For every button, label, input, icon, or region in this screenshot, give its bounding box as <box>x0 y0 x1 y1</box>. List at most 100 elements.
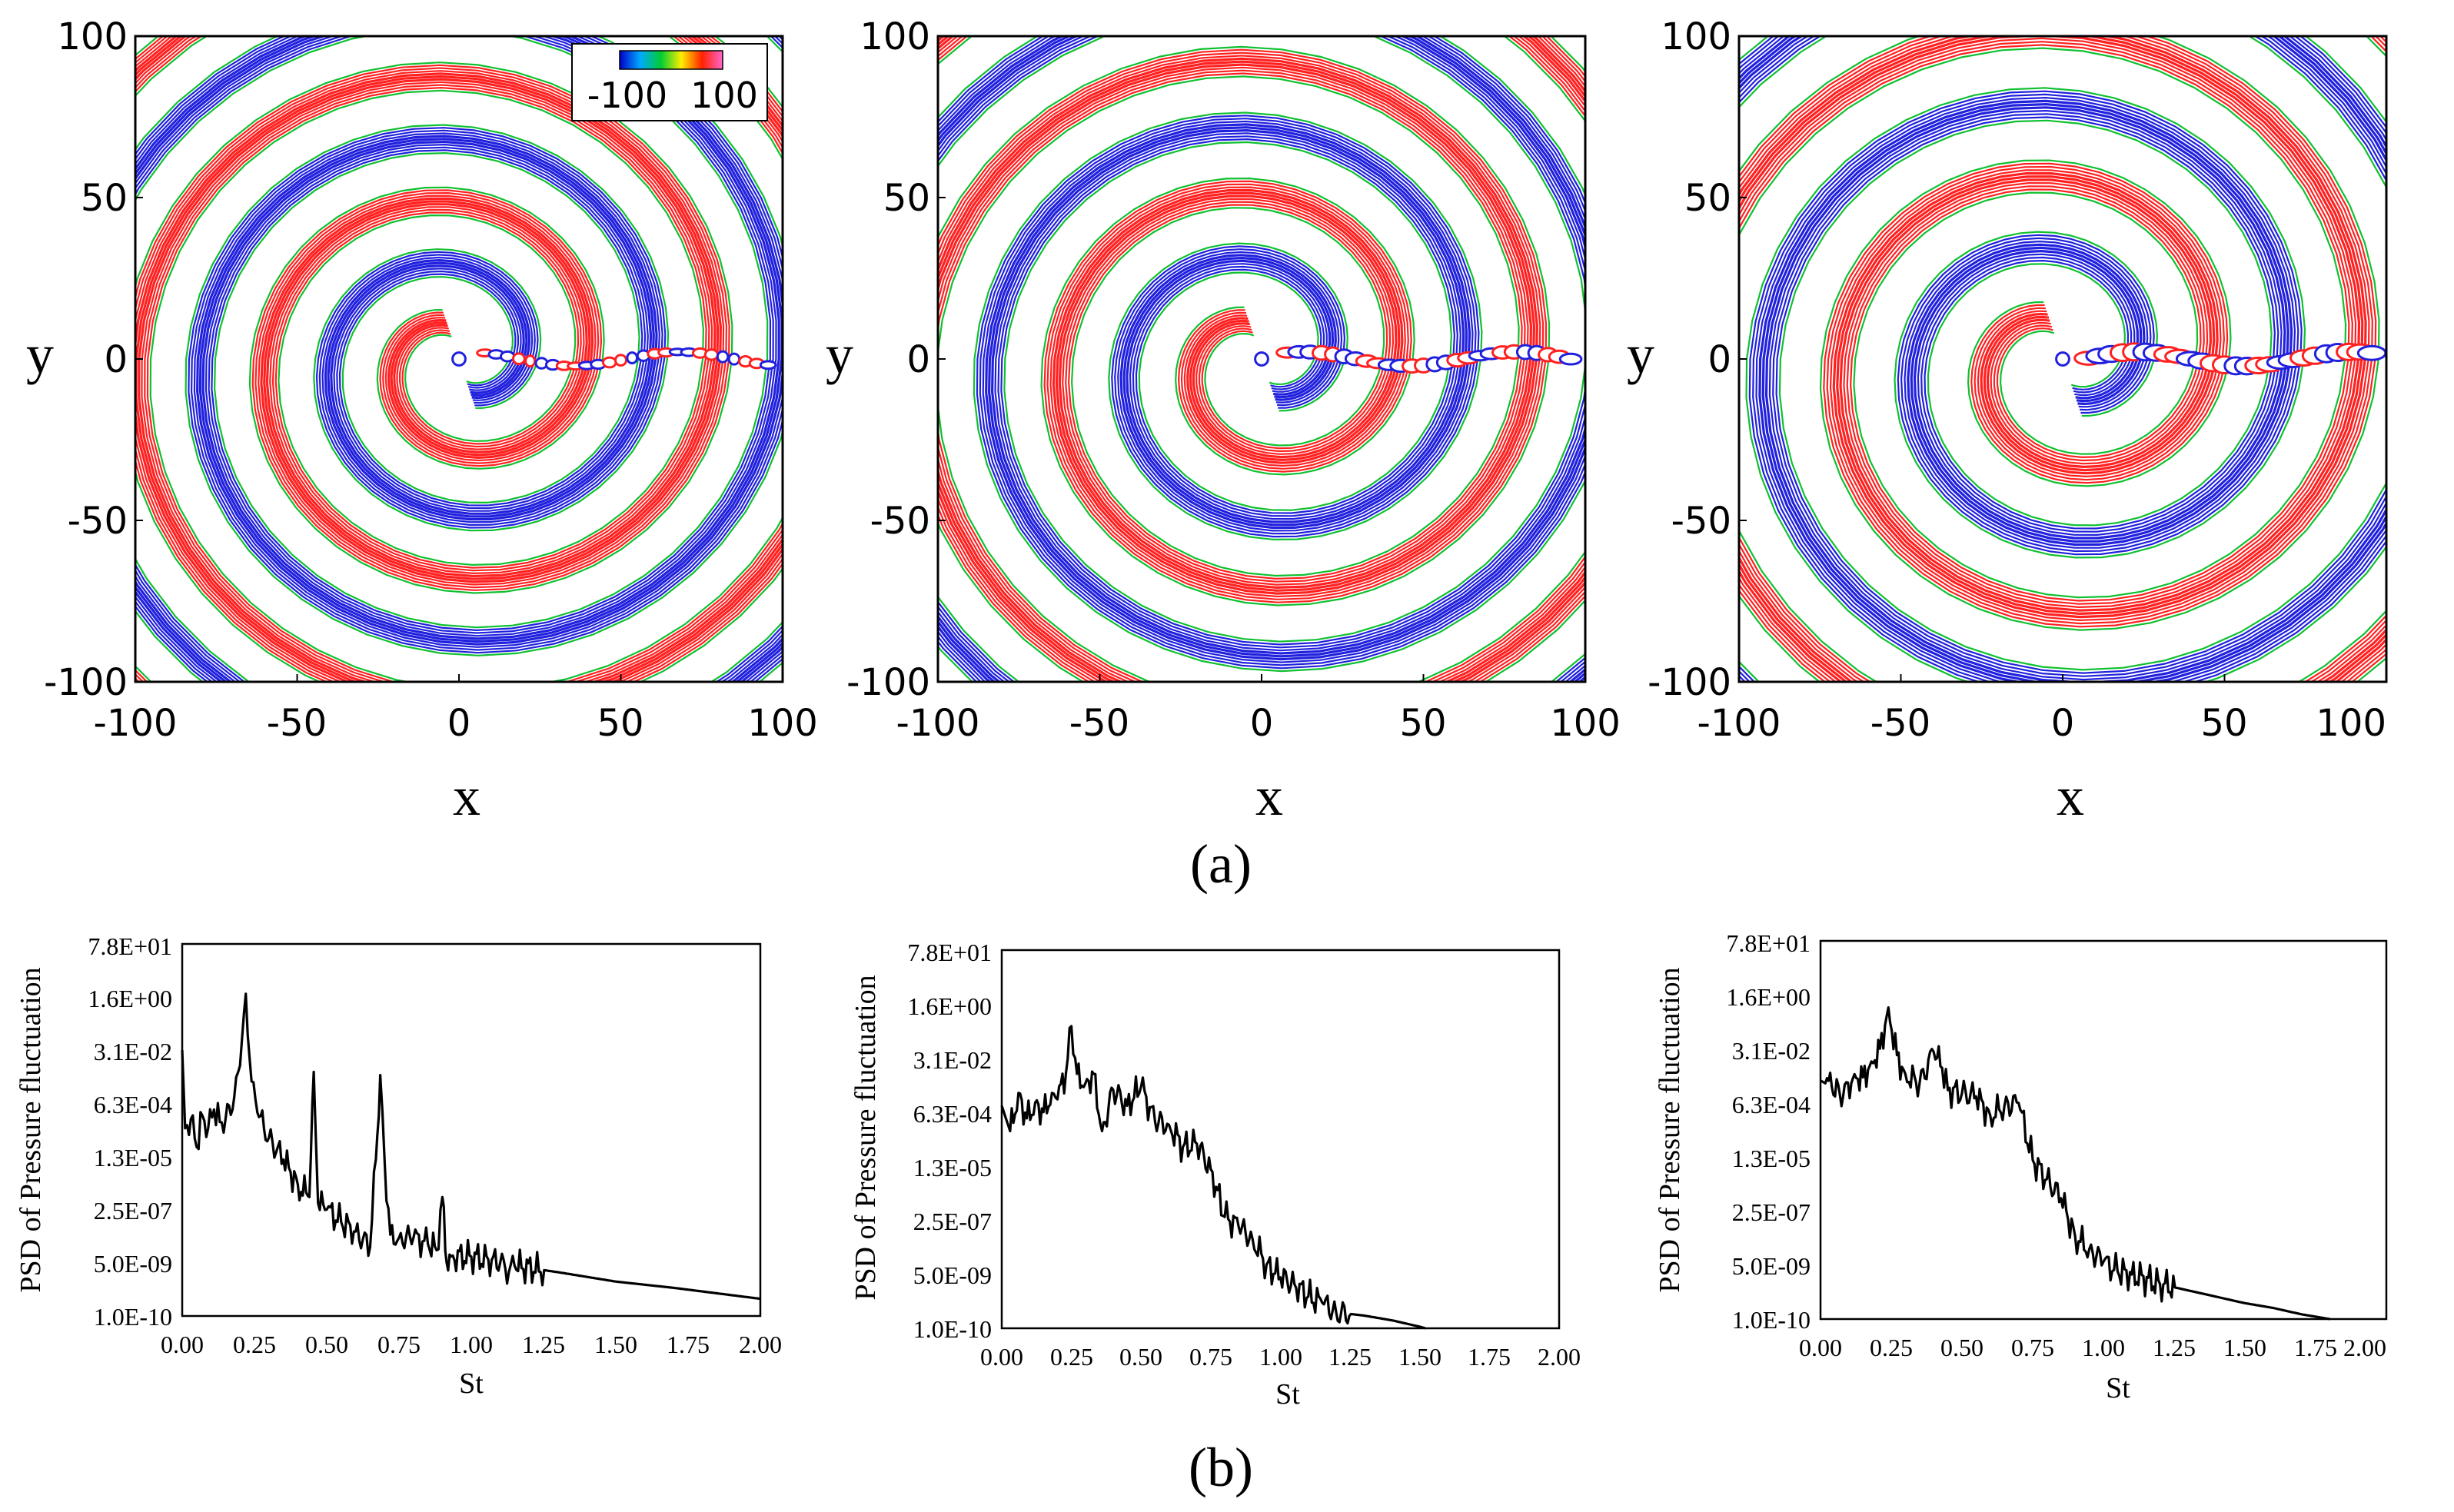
plot-frame <box>181 942 762 1318</box>
panel-label-b: (b) <box>1189 1437 1253 1498</box>
y-tick-label: 0 <box>104 338 128 381</box>
contour-lines <box>1739 36 2386 682</box>
y-tick-label: 3.1E-02 <box>1732 1037 1811 1065</box>
y-tick-label: 7.8E+01 <box>1726 929 1811 957</box>
x-tick-label: 0.75 <box>1189 1343 1232 1371</box>
x-tick-label: 1.25 <box>522 1331 565 1358</box>
y-tick-label: 1.6E+00 <box>907 992 992 1020</box>
y-tick-label: 100 <box>1661 15 1731 58</box>
y-tick-label: 1.0E-10 <box>1732 1306 1811 1334</box>
psd-line <box>1000 1025 1426 1330</box>
y-axis-label: PSD of Pressure fluctuation <box>1654 967 1686 1292</box>
y-tick-label: 2.5E-07 <box>94 1197 172 1225</box>
x-tick-label: 2.00 <box>2343 1334 2386 1361</box>
x-tick-label: 0 <box>1250 702 1274 745</box>
x-axis-label: x <box>453 766 480 827</box>
x-axis-label: x <box>2057 766 2084 827</box>
x-tick-label: 1.75 <box>1468 1343 1511 1371</box>
y-tick-label: -100 <box>44 661 128 704</box>
x-tick-label: 0 <box>447 702 471 745</box>
x-tick-label: -50 <box>1870 702 1930 745</box>
x-tick-label: 0.25 <box>233 1331 276 1358</box>
y-tick-label: 1.3E-05 <box>1732 1145 1811 1172</box>
x-tick-label: 50 <box>2200 702 2247 745</box>
y-tick-label: 1.0E-10 <box>913 1315 992 1343</box>
x-tick-label: 50 <box>1399 702 1446 745</box>
x-tick-label: 1.00 <box>2082 1334 2125 1361</box>
x-axis-label: St <box>1275 1378 1300 1411</box>
x-tick-label: 0.25 <box>1050 1343 1093 1371</box>
y-tick-label: 1.3E-05 <box>913 1154 992 1181</box>
x-tick-label: 1.75 <box>667 1331 710 1358</box>
panel-label-a: (a) <box>1190 833 1252 895</box>
contour-lines <box>135 36 783 682</box>
y-tick-label: 50 <box>1684 177 1731 220</box>
psd-chart-3: 7.8E+01 1.6E+00 3.1E-02 6.3E-04 1.3E-05 … <box>1654 929 2388 1404</box>
psd-line <box>181 992 761 1301</box>
y-tick-label: 6.3E-04 <box>1732 1091 1811 1118</box>
x-tick-label: 0.50 <box>1940 1334 1983 1361</box>
x-axis-label: x <box>1255 766 1283 827</box>
y-tick-label: 6.3E-04 <box>94 1091 172 1118</box>
x-tick-label: -50 <box>1069 702 1129 745</box>
y-tick-label: 1.0E-10 <box>94 1303 172 1331</box>
y-tick-label: 50 <box>81 177 128 220</box>
y-tick-label: 50 <box>883 177 930 220</box>
axis-ticks <box>937 35 1586 683</box>
y-tick-label: 1.6E+00 <box>1726 983 1811 1011</box>
x-tick-label: 0.50 <box>1119 1343 1162 1371</box>
contour-lines <box>938 36 1585 682</box>
plot-frame <box>1000 949 1561 1330</box>
y-axis-label: PSD of Pressure fluctuation <box>15 967 47 1292</box>
y-axis-label: y <box>826 324 853 385</box>
x-tick-label: 0.25 <box>1870 1334 1913 1361</box>
colorbar-max-label: 100 <box>690 75 758 116</box>
x-tick-label: 1.00 <box>1259 1343 1302 1371</box>
y-tick-label: 0 <box>906 338 930 381</box>
x-tick-label: -100 <box>1698 702 1781 745</box>
y-tick-label: 5.0E-09 <box>913 1261 992 1289</box>
x-tick-label: 1.25 <box>1328 1343 1372 1371</box>
y-tick-label: 0 <box>1707 338 1731 381</box>
x-tick-label: 100 <box>2316 702 2386 745</box>
y-tick-label: 3.1E-02 <box>94 1038 172 1065</box>
x-tick-label: 1.75 <box>2294 1334 2337 1361</box>
x-tick-label: -50 <box>267 702 327 745</box>
x-tick-label: 1.50 <box>2223 1334 2266 1361</box>
colorbar-min-label: -100 <box>587 75 667 116</box>
x-tick-label: 0.00 <box>980 1343 1023 1371</box>
psd-line <box>1820 1006 2330 1321</box>
x-tick-label: 2.00 <box>1538 1343 1581 1371</box>
x-tick-label: -100 <box>896 702 980 745</box>
x-tick-label: 100 <box>747 702 818 745</box>
y-tick-label: -50 <box>1671 500 1731 543</box>
x-tick-label: 0.75 <box>377 1331 421 1358</box>
colorbar: -100 100 <box>571 43 768 121</box>
y-tick-label: -100 <box>1648 661 1731 704</box>
contour-plot-1: -100 -50 0 50 100 100 50 0 -50 -100 x y … <box>26 15 818 827</box>
y-tick-label: 3.1E-02 <box>913 1046 992 1074</box>
y-tick-label: -100 <box>846 661 930 704</box>
psd-chart-2: 7.8E+01 1.6E+00 3.1E-02 6.3E-04 1.3E-05 … <box>850 939 1581 1411</box>
x-tick-label: 1.50 <box>594 1331 637 1358</box>
y-tick-label: 5.0E-09 <box>94 1250 172 1278</box>
contour-plot-2: -100 -50 0 50 100 100 50 0 -50 -100 x y <box>826 15 1621 827</box>
y-tick-label: 2.5E-07 <box>913 1208 992 1235</box>
x-tick-label: 0.75 <box>2011 1334 2054 1361</box>
x-tick-label: 2.00 <box>739 1331 782 1358</box>
y-axis-label: y <box>1627 324 1654 385</box>
y-axis-label: PSD of Pressure fluctuation <box>850 975 882 1300</box>
x-axis-label: St <box>2106 1372 2130 1404</box>
y-tick-label: 6.3E-04 <box>913 1100 992 1128</box>
contour-plot-3: -100 -50 0 50 100 100 50 0 -50 -100 x y <box>1627 15 2388 827</box>
x-tick-label: 100 <box>1550 702 1621 745</box>
psd-chart-1: 7.8E+01 1.6E+00 3.1E-02 6.3E-04 1.3E-05 … <box>15 932 782 1400</box>
x-tick-label: 0.50 <box>305 1331 348 1358</box>
y-tick-label: 100 <box>57 15 128 58</box>
y-tick-label: 7.8E+01 <box>88 932 172 960</box>
x-tick-label: 0.00 <box>161 1331 204 1358</box>
y-tick-label: -50 <box>870 500 930 543</box>
x-tick-label: 0 <box>2051 702 2075 745</box>
y-tick-label: 7.8E+01 <box>907 939 992 966</box>
